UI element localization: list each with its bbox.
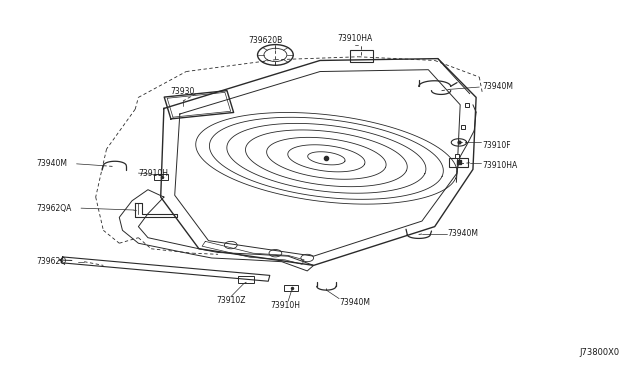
Bar <box>350 51 373 62</box>
Text: 73930: 73930 <box>171 87 195 96</box>
Text: 73940M: 73940M <box>340 298 371 307</box>
Text: 73910H: 73910H <box>138 169 168 177</box>
Text: 739620B: 739620B <box>249 36 283 45</box>
Text: 73940M: 73940M <box>447 230 479 238</box>
Text: 73940M: 73940M <box>483 82 513 91</box>
Text: 73910H: 73910H <box>270 301 300 311</box>
Text: 73962Q: 73962Q <box>36 257 67 266</box>
Bar <box>154 174 168 180</box>
Bar <box>449 158 468 167</box>
Text: 73910F: 73910F <box>483 141 511 150</box>
Text: 73962QA: 73962QA <box>36 203 72 213</box>
Text: 73910Z: 73910Z <box>216 296 246 305</box>
Text: 73910HA: 73910HA <box>337 34 372 43</box>
Text: 73910HA: 73910HA <box>483 161 518 170</box>
Bar <box>238 276 254 283</box>
Text: 73940M: 73940M <box>36 159 67 169</box>
Bar <box>284 285 298 291</box>
Text: J73800X0: J73800X0 <box>579 347 620 357</box>
